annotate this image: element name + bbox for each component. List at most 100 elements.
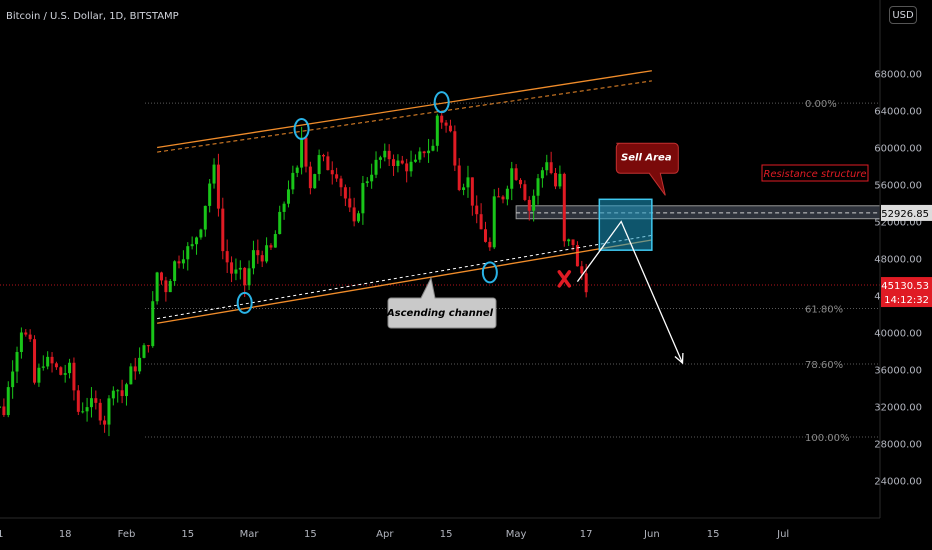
candle-body	[335, 174, 339, 179]
channel-upper-dashed	[157, 80, 652, 153]
candle-body	[321, 155, 325, 157]
touch-circle	[433, 91, 450, 114]
candle-body	[203, 205, 207, 230]
candle-body	[63, 373, 67, 375]
x-tick-label: 15	[304, 529, 317, 540]
candle-body	[6, 387, 10, 416]
candle-body	[273, 234, 277, 248]
candle-body	[475, 205, 479, 215]
candle-body	[0, 406, 2, 408]
candle-body	[505, 188, 509, 200]
x-tick-label: 15	[707, 529, 720, 540]
y-tick-label: 56000.00	[874, 181, 922, 192]
y-tick-label: 36000.00	[874, 366, 922, 377]
candle-body	[59, 367, 63, 375]
candle-body	[243, 267, 247, 286]
sell-area-label: Sell Area	[621, 152, 672, 163]
fib-label: 0.00%	[805, 99, 837, 110]
candle-body	[260, 255, 264, 262]
candle-body	[142, 345, 146, 358]
candle-body	[146, 345, 150, 347]
candle-body	[523, 184, 527, 200]
candle-body	[554, 173, 558, 187]
x-tick-label: 15	[440, 529, 453, 540]
candle-body	[208, 183, 212, 206]
candle-body	[462, 187, 466, 190]
projection-arrow	[576, 220, 684, 365]
candle-body	[81, 411, 85, 413]
candle-body	[304, 137, 308, 167]
currency-button[interactable]: USD	[889, 6, 917, 24]
candle-body	[532, 195, 536, 211]
candle-body	[181, 259, 185, 264]
candle-body	[155, 272, 159, 302]
candle-body	[392, 159, 396, 167]
candle-body	[89, 398, 93, 408]
candlesticks	[0, 112, 588, 437]
candle-body	[492, 196, 496, 248]
projection-arrowhead	[674, 353, 684, 365]
x-tick-label: Feb	[118, 529, 136, 540]
resistance-price-tag	[881, 204, 932, 221]
price-axis: 24000.00 28000.00 32000.00 36000.00 40000.00…	[874, 0, 932, 518]
candle-body	[536, 178, 540, 196]
candle-body	[387, 150, 391, 160]
candle-body	[76, 390, 80, 412]
sell-area-callout	[615, 142, 679, 196]
candle-body	[405, 163, 409, 172]
x-tick-label: Jun	[643, 529, 660, 540]
resistance-price-label: 52926.85	[881, 209, 929, 220]
candle-body	[133, 366, 137, 372]
candle-body	[50, 356, 54, 364]
candle-body	[378, 157, 382, 160]
touch-circle	[236, 291, 253, 314]
candle-body	[295, 167, 299, 173]
x-tick-label: May	[506, 529, 527, 540]
candle-body	[488, 241, 492, 248]
candle-body	[567, 239, 571, 242]
candle-body	[151, 301, 155, 347]
candle-body	[234, 269, 238, 274]
fib-label: 100.00%	[805, 433, 850, 444]
sell-area-rect	[598, 198, 653, 251]
touch-circle	[481, 261, 498, 284]
candle-body	[107, 398, 111, 425]
candle-body	[343, 187, 347, 199]
candle-body	[2, 406, 6, 416]
break-x-marker	[557, 270, 572, 288]
candle-body	[72, 362, 76, 391]
candle-body	[256, 250, 260, 256]
x-tick-label: Mar	[240, 529, 260, 540]
candle-body	[24, 332, 28, 335]
candle-body	[409, 161, 413, 172]
candle-body	[562, 173, 566, 242]
y-tick-label: 60000.00	[874, 144, 922, 155]
projection-path	[576, 220, 684, 364]
candle-body	[138, 357, 142, 372]
x-tick-label: 2021	[0, 529, 3, 540]
candle-body	[435, 115, 439, 146]
y-tick-label: 28000.00	[874, 440, 922, 451]
candle-body	[545, 162, 549, 171]
candle-body	[497, 196, 501, 198]
candle-body	[94, 398, 98, 403]
candle-body	[19, 332, 23, 352]
candle-body	[291, 172, 295, 190]
candle-body	[269, 245, 273, 248]
candle-body	[164, 280, 168, 293]
candle-body	[199, 229, 203, 238]
candle-body	[427, 150, 431, 154]
fib-label: 78.60%	[805, 360, 843, 371]
y-tick-label: 40000.00	[874, 329, 922, 340]
candle-body	[265, 245, 269, 262]
channel-upper-line	[157, 70, 652, 149]
candle-body	[357, 213, 361, 222]
candle-body	[510, 168, 514, 189]
candle-body	[514, 168, 518, 180]
y-tick-label: 52000.00	[874, 218, 922, 229]
candle-body	[28, 334, 32, 340]
candle-body	[470, 177, 474, 206]
touch-circle	[293, 118, 310, 140]
candle-body	[374, 159, 378, 175]
